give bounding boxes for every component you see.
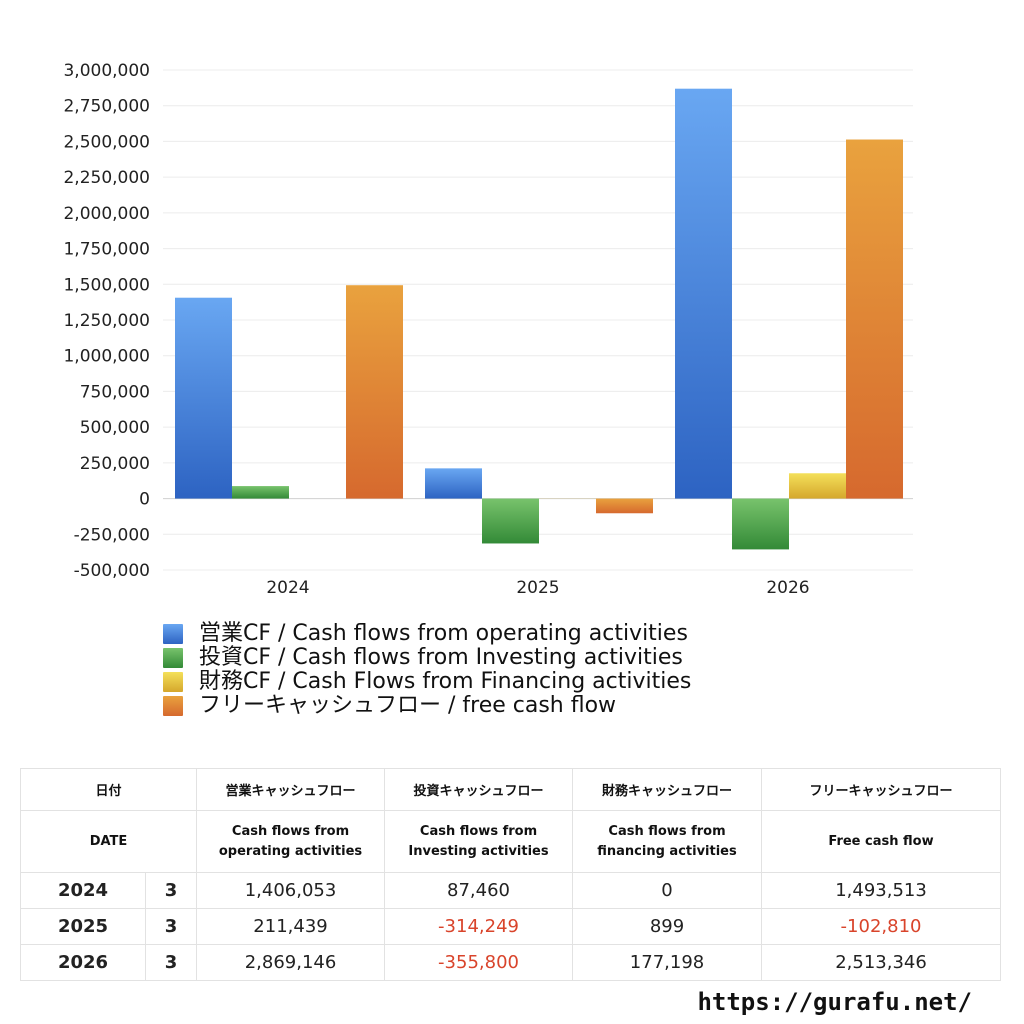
- row-investing: -355,800: [384, 944, 574, 981]
- y-tick-label: 2,000,000: [63, 204, 150, 224]
- y-tick-label: 1,000,000: [63, 347, 150, 367]
- row-free: -102,810: [761, 908, 1002, 945]
- header-financing-jp: 財務キャッシュフロー: [572, 768, 763, 811]
- row-year: 2025: [20, 908, 146, 945]
- y-tick-label: -250,000: [74, 525, 150, 545]
- legend-swatch-operating: [163, 624, 183, 644]
- site-url-link[interactable]: https://gurafu.net/: [697, 988, 972, 1016]
- bar-free-2026: [846, 139, 903, 499]
- y-tick-label: 2,250,000: [63, 168, 150, 188]
- row-free: 2,513,346: [761, 944, 1002, 981]
- header-investing-jp: 投資キャッシュフロー: [384, 768, 574, 811]
- bar-free-2025: [596, 498, 653, 514]
- cash-flow-table: 日付 営業キャッシュフロー 投資キャッシュフロー 財務キャッシュフロー フリーキ…: [19, 768, 1002, 981]
- bar-operating-2025: [425, 468, 482, 499]
- row-financing: 0: [572, 872, 763, 909]
- bar-investing-2026: [732, 498, 789, 550]
- header-free-jp: フリーキャッシュフロー: [761, 768, 1002, 811]
- legend-swatch-investing: [163, 648, 183, 668]
- y-axis-ticks: 3,000,000 2,750,000 2,500,000 2,250,000 2,00…: [63, 61, 150, 581]
- y-tick-label: 1,750,000: [63, 240, 150, 260]
- chart-legend: 営業CF / Cash flows from operating activit…: [163, 622, 691, 718]
- table-header-en: DATE Cash flows from operating activitie…: [19, 810, 1002, 873]
- row-year: 2026: [20, 944, 146, 981]
- y-tick-label: 2,750,000: [63, 97, 150, 117]
- header-operating-en: Cash flows from operating activities: [196, 810, 386, 873]
- row-month: 3: [144, 908, 198, 945]
- header-financing-en-text: Cash flows from financing activities: [597, 823, 737, 859]
- legend-item-investing: 投資CF / Cash flows from Investing activit…: [163, 646, 691, 670]
- header-investing-en-text: Cash flows from Investing activities: [408, 823, 549, 859]
- row-investing: 87,460: [384, 872, 574, 909]
- x-category-label: 2025: [516, 578, 559, 598]
- y-tick-label: -500,000: [74, 561, 150, 581]
- cash-flow-chart: 3,000,000 2,750,000 2,500,000 2,250,000 2,00…: [63, 61, 913, 598]
- y-tick-label: 750,000: [80, 382, 150, 402]
- bar-investing-2025: [482, 498, 539, 544]
- header-date-en: DATE: [19, 810, 198, 873]
- legend-label-operating: 営業CF / Cash flows from operating activit…: [199, 621, 688, 646]
- y-tick-label: 0: [139, 490, 150, 510]
- header-financing-en: Cash flows from financing activities: [572, 810, 763, 873]
- row-month: 3: [144, 872, 198, 909]
- bars: [175, 88, 903, 550]
- legend-item-free: フリーキャッシュフロー / free cash flow: [163, 694, 691, 718]
- row-financing: 899: [572, 908, 763, 945]
- bar-operating-2026: [675, 88, 732, 499]
- row-operating: 1,406,053: [196, 872, 386, 909]
- y-tick-label: 500,000: [80, 418, 150, 438]
- x-category-label: 2026: [766, 578, 809, 598]
- x-axis-categories: 2024 2025 2026: [266, 578, 809, 598]
- legend-swatch-financing: [163, 672, 183, 692]
- row-operating: 211,439: [196, 908, 386, 945]
- table-row: 2024 3 1,406,053 87,460 0 1,493,513: [20, 872, 1002, 909]
- header-date-jp: 日付: [19, 768, 198, 811]
- y-tick-label: 2,500,000: [63, 132, 150, 152]
- table-row: 2025 3 211,439 -314,249 899 -102,810: [20, 908, 1002, 945]
- header-free-en: Free cash flow: [761, 810, 1002, 873]
- bar-investing-2024: [232, 486, 289, 499]
- y-tick-label: 1,500,000: [63, 275, 150, 295]
- row-investing: -314,249: [384, 908, 574, 945]
- bar-financing-2026: [789, 473, 846, 499]
- x-category-label: 2024: [266, 578, 309, 598]
- bar-free-2024: [346, 285, 403, 499]
- table-header-jp: 日付 営業キャッシュフロー 投資キャッシュフロー 財務キャッシュフロー フリーキ…: [19, 768, 1002, 811]
- header-operating-en-text: Cash flows from operating activities: [218, 823, 363, 859]
- legend-label-investing: 投資CF / Cash flows from Investing activit…: [199, 645, 683, 670]
- legend-label-free: フリーキャッシュフロー / free cash flow: [199, 693, 617, 718]
- legend-item-operating: 営業CF / Cash flows from operating activit…: [163, 622, 691, 646]
- y-tick-label: 3,000,000: [63, 61, 150, 81]
- row-month: 3: [144, 944, 198, 981]
- y-tick-label: 1,250,000: [63, 311, 150, 331]
- row-operating: 2,869,146: [196, 944, 386, 981]
- table-row: 2026 3 2,869,146 -355,800 177,198 2,513,…: [20, 944, 1002, 981]
- header-investing-en: Cash flows from Investing activities: [384, 810, 574, 873]
- bar-operating-2024: [175, 297, 232, 499]
- y-tick-label: 250,000: [80, 454, 150, 474]
- legend-swatch-free: [163, 696, 183, 716]
- row-year: 2024: [20, 872, 146, 909]
- legend-item-financing: 財務CF / Cash Flows from Financing activit…: [163, 670, 691, 694]
- row-financing: 177,198: [572, 944, 763, 981]
- legend-label-financing: 財務CF / Cash Flows from Financing activit…: [199, 669, 692, 694]
- row-free: 1,493,513: [761, 872, 1002, 909]
- header-operating-jp: 営業キャッシュフロー: [196, 768, 386, 811]
